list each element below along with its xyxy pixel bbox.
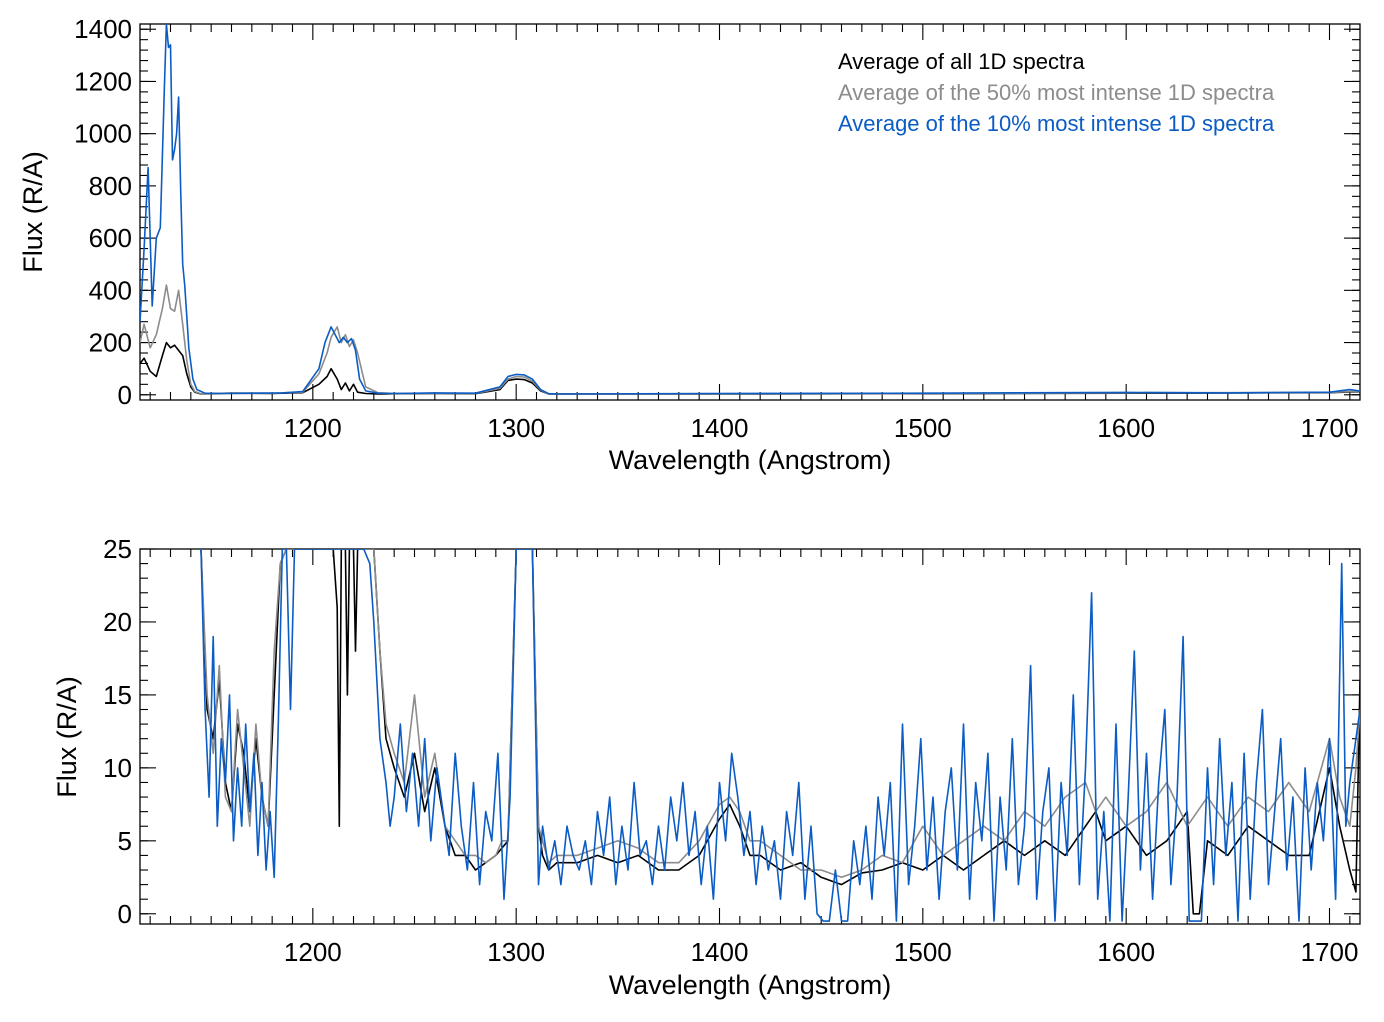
top-axis-ticks <box>140 24 1360 400</box>
bottom-y-axis-title: Flux (R/A) <box>52 676 82 798</box>
bottom-series-all-line <box>200 549 1360 915</box>
bottom-x-tick-label: 1700 <box>1301 937 1359 967</box>
bottom-y-tick-label: 0 <box>118 899 132 929</box>
bottom-series-group <box>200 549 1360 922</box>
top-plot-frame <box>139 23 1361 401</box>
bottom-x-tick-label: 1300 <box>487 937 545 967</box>
legend-entry-top50: Average of the 50% most intense 1D spect… <box>838 80 1275 105</box>
top-spectrum-panel: 1200 1300 1400 1500 1600 1700 0 200 400 600 800 10… <box>18 14 1361 475</box>
top-x-axis-title: Wavelength (Angstrom) <box>609 445 892 475</box>
bottom-y-tick-label: 10 <box>103 753 132 783</box>
top-x-tick-label: 1700 <box>1301 413 1359 443</box>
top-y-tick-label: 600 <box>89 223 132 253</box>
top-x-tick-label: 1400 <box>691 413 749 443</box>
bottom-plot-frame <box>139 548 1361 925</box>
bottom-y-tick-label: 20 <box>103 607 132 637</box>
bottom-series-top10-line <box>200 549 1360 922</box>
top-y-axis-title: Flux (R/A) <box>18 151 48 273</box>
top-series-top10-line <box>140 24 1360 395</box>
bottom-x-tick-labels: 1200 1300 1400 1500 1600 1700 <box>284 937 1359 967</box>
top-y-tick-labels: 0 200 400 600 800 1000 1200 1400 <box>74 14 132 410</box>
legend-entry-top10: Average of the 10% most intense 1D spect… <box>838 111 1275 136</box>
bottom-x-tick-label: 1600 <box>1097 937 1155 967</box>
bottom-y-tick-label: 15 <box>103 680 132 710</box>
top-series-top50-line <box>140 284 1360 395</box>
legend-entry-all: Average of all 1D spectra <box>838 49 1085 74</box>
bottom-x-tick-label: 1400 <box>691 937 749 967</box>
top-y-tick-label: 1400 <box>74 14 132 44</box>
top-x-tick-label: 1200 <box>284 413 342 443</box>
top-x-tick-label: 1300 <box>487 413 545 443</box>
top-x-tick-labels: 1200 1300 1400 1500 1600 1700 <box>284 413 1359 443</box>
bottom-x-tick-label: 1200 <box>284 937 342 967</box>
bottom-y-tick-labels: 0 5 10 15 20 25 <box>103 534 132 929</box>
bottom-axis-ticks <box>140 548 1360 924</box>
top-y-tick-label: 1000 <box>74 119 132 149</box>
top-y-tick-label: 200 <box>89 328 132 358</box>
top-x-tick-label: 1600 <box>1097 413 1155 443</box>
legend: Average of all 1D spectra Average of the… <box>838 49 1275 136</box>
bottom-x-axis-title: Wavelength (Angstrom) <box>609 970 892 1000</box>
top-y-tick-label: 800 <box>89 171 132 201</box>
top-y-tick-label: 1200 <box>74 66 132 96</box>
top-series-group <box>140 24 1360 395</box>
bottom-spectrum-panel: 1200 1300 1400 1500 1600 1700 0 5 10 15 20 25 Wave… <box>52 534 1361 1000</box>
bottom-series-top50-line <box>200 549 1360 879</box>
bottom-x-tick-label: 1500 <box>894 937 952 967</box>
bottom-y-tick-label: 5 <box>118 826 132 856</box>
top-x-tick-label: 1500 <box>894 413 952 443</box>
top-y-tick-label: 400 <box>89 275 132 305</box>
top-y-tick-label: 0 <box>118 380 132 410</box>
bottom-y-tick-label: 25 <box>103 534 132 564</box>
